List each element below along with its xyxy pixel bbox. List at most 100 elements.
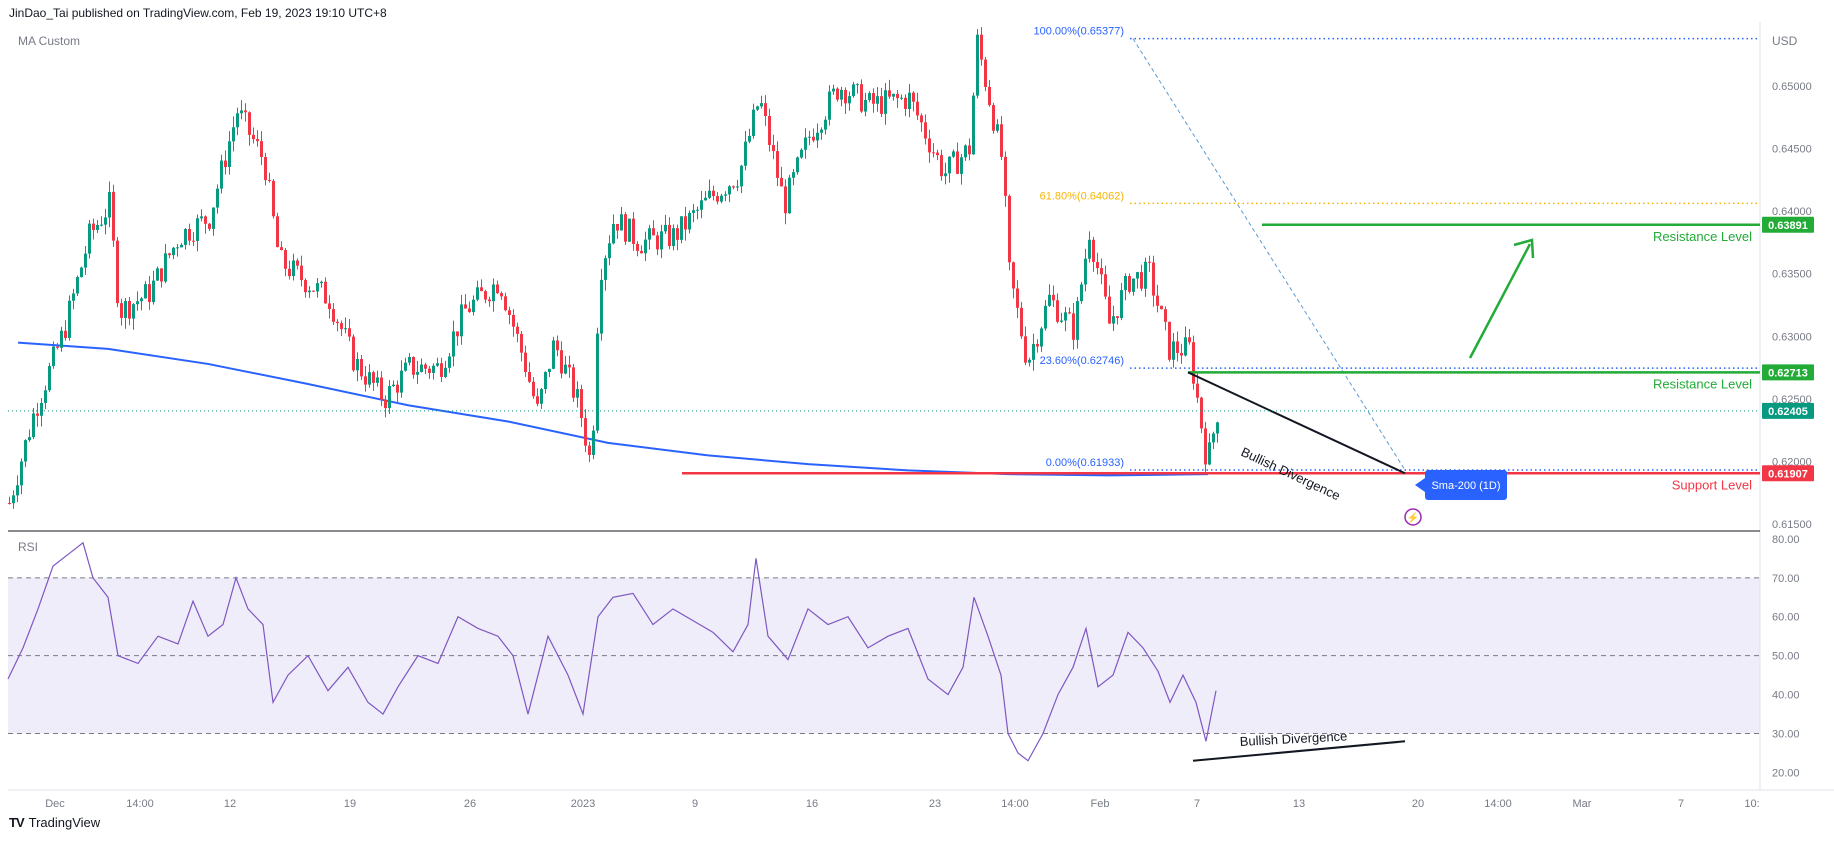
tradingview-logo-icon: TV [9, 815, 25, 830]
candle-body [32, 413, 35, 438]
candle-body [208, 223, 211, 229]
candle-body [564, 364, 567, 374]
fibonacci-retracement[interactable]: 100.00%(0.65377) 61.80%(0.64062) 23.60%(0.… [1033, 26, 1760, 471]
candle-body [1188, 337, 1191, 343]
horizontal-levels[interactable]: Resistance Level Resistance Level Support … [682, 223, 1760, 492]
candle-body [304, 280, 307, 293]
price-tags: 0.63891 0.62713 0.61907 0.62405 [8, 216, 1814, 482]
candle-body [680, 216, 683, 240]
candle-body [312, 290, 315, 292]
time-tick-label: 26 [464, 798, 476, 810]
candle-body [524, 352, 527, 373]
candle-body [120, 303, 123, 318]
candle-body [432, 365, 435, 373]
candle-body [248, 112, 251, 135]
candle-body [748, 135, 751, 142]
projection-arrow-head [1513, 238, 1535, 259]
candle-body [972, 95, 975, 155]
price-divergence-line [1187, 371, 1406, 475]
tradingview-footer[interactable]: TV TradingView [9, 815, 100, 830]
time-axis[interactable]: Dec 14:00 12 19 26 2023 9 16 23 14:00 Feb 7 13 20 14:0… [45, 798, 1759, 810]
candle-body [800, 149, 803, 158]
candle-body [456, 331, 459, 337]
candle-body [804, 137, 807, 150]
price-tick-label: 0.65000 [1772, 81, 1812, 93]
candle-body [320, 281, 323, 284]
candle-body [872, 93, 875, 104]
candle-body [48, 366, 51, 391]
price-tick-label: 0.63500 [1772, 269, 1812, 281]
price-tick-label: 0.64500 [1772, 144, 1812, 156]
time-tick-label: Feb [1091, 798, 1110, 810]
candle-body [416, 371, 419, 375]
price-candles [8, 27, 1219, 509]
candle-body [1060, 320, 1063, 322]
tradingview-brand: TradingView [28, 815, 101, 830]
candle-body [108, 191, 111, 218]
candle-body [700, 200, 703, 210]
current-price-tag-text: 0.62405 [1768, 406, 1808, 418]
candle-body [708, 190, 711, 198]
candle-body [860, 84, 863, 112]
candle-body [292, 260, 295, 277]
candle-body [636, 243, 639, 251]
candle-body [1072, 313, 1075, 340]
candle-body [316, 283, 319, 292]
level-label: Resistance Level [1653, 229, 1752, 244]
candle-body [504, 296, 507, 311]
candle-body [240, 110, 243, 114]
candle-body [548, 368, 551, 373]
candle-body [900, 97, 903, 99]
candle-body [1140, 272, 1143, 289]
candle-body [1132, 278, 1135, 292]
candle-body [884, 90, 887, 114]
candle-body [224, 160, 227, 168]
candle-body [964, 145, 967, 158]
rsi-y-axis[interactable]: 20.00 30.00 40.00 50.00 60.00 70.00 80.00 [8, 534, 1800, 780]
candle-body [344, 328, 347, 330]
candle-body [864, 99, 867, 112]
candle-body [404, 362, 407, 371]
candle-body [376, 377, 379, 383]
time-tick-label: 20 [1412, 798, 1424, 810]
candle-body [632, 218, 635, 244]
candle-body [916, 101, 919, 116]
candle-body [408, 356, 411, 363]
candle-body [296, 260, 299, 266]
candle-body [616, 223, 619, 231]
candle-body [576, 389, 579, 398]
candle-body [152, 280, 155, 303]
candle-body [944, 173, 947, 177]
candle-body [340, 323, 343, 330]
candle-body [300, 265, 303, 281]
candle-body [832, 88, 835, 92]
candle-body [496, 284, 499, 294]
candle-body [920, 115, 923, 123]
candle-body [528, 372, 531, 382]
candle-body [812, 136, 815, 141]
candle-body [1044, 305, 1047, 329]
main-y-axis[interactable]: 0.615000.620000.625000.630000.635000.640… [1772, 81, 1812, 531]
candle-body [28, 437, 31, 441]
candle-body [364, 376, 367, 385]
candle-body [780, 177, 783, 187]
candle-body [888, 90, 891, 97]
rsi-divergence-line [1192, 740, 1406, 762]
level-price-tag-text: 0.63891 [1768, 220, 1808, 232]
event-marker-glyph: ⚡ [1407, 511, 1419, 524]
candle-body [148, 284, 151, 303]
candle-body [604, 258, 607, 280]
candle-body [912, 92, 915, 102]
candle-body [1080, 284, 1083, 302]
candle-body [532, 381, 535, 397]
candle-body [640, 250, 643, 254]
candle-body [732, 186, 735, 188]
candle-body [1148, 261, 1151, 263]
candle-body [1052, 294, 1055, 301]
candle-body [908, 92, 911, 109]
time-tick-label: 19 [344, 798, 356, 810]
candle-body [452, 331, 455, 357]
time-tick-label: 7 [1678, 798, 1684, 810]
candle-body [892, 93, 895, 97]
